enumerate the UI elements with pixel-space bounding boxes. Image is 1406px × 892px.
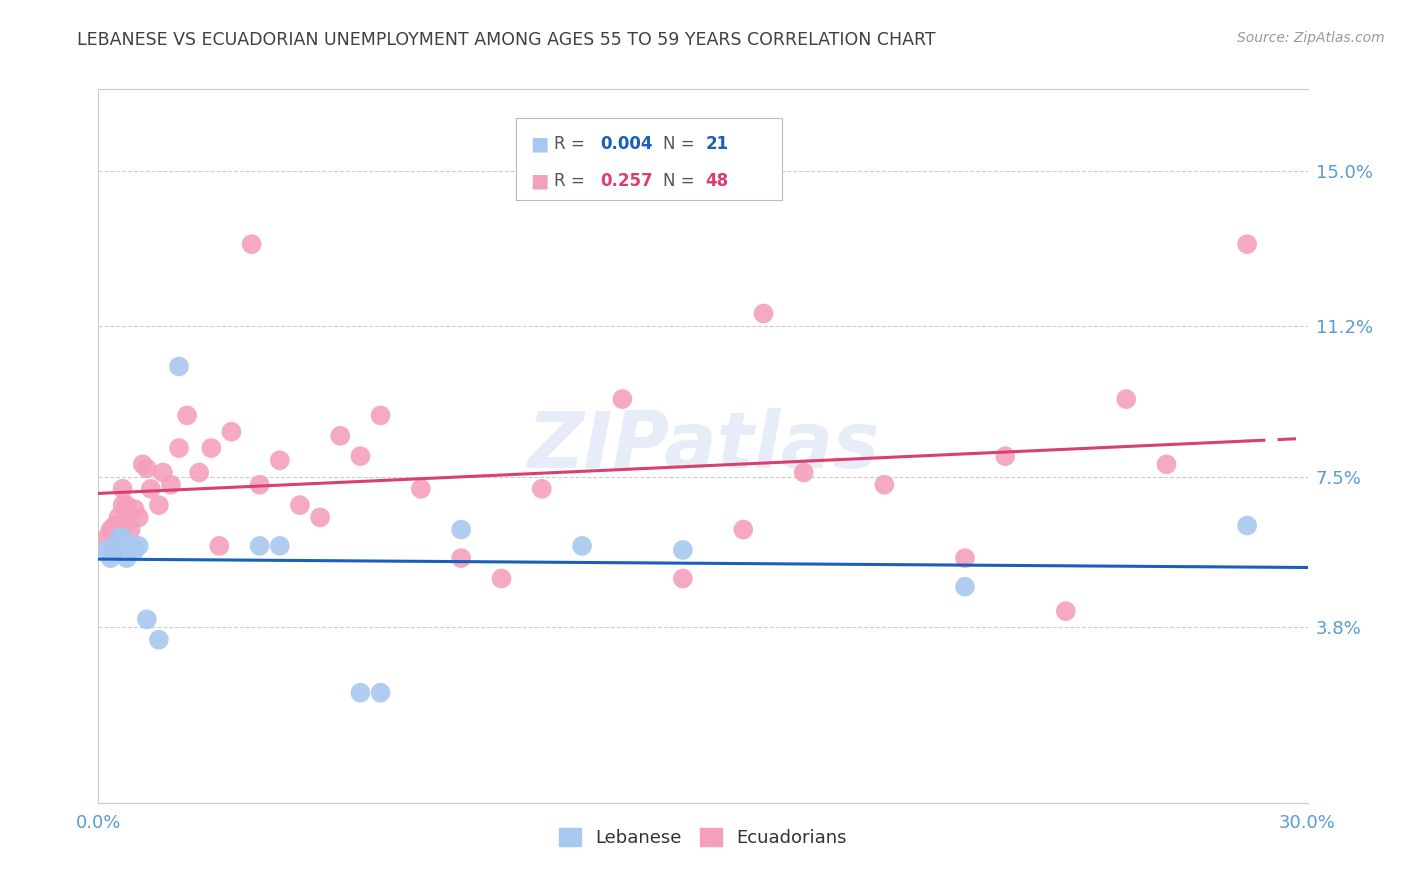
Point [221, 425, 243, 439]
Point [135, 612, 157, 626]
Point [120, 523, 142, 537]
Point [120, 539, 142, 553]
Point [128, 510, 150, 524]
Point [240, 237, 263, 252]
Point [160, 477, 183, 491]
Text: Source: ZipAtlas.com: Source: ZipAtlas.com [1237, 31, 1385, 45]
Point [115, 551, 138, 566]
Point [132, 458, 155, 472]
Point [409, 482, 432, 496]
Point [1236, 237, 1258, 252]
Point [752, 306, 775, 320]
Point [953, 580, 976, 594]
Point [269, 539, 291, 553]
Point [793, 466, 815, 480]
Point [103, 543, 125, 558]
Point [571, 539, 593, 553]
Text: N =: N = [664, 172, 700, 190]
Point [107, 531, 129, 545]
Point [167, 359, 190, 374]
Text: 21: 21 [706, 136, 728, 153]
Point [672, 572, 695, 586]
Point [115, 498, 138, 512]
Point [103, 543, 125, 558]
Point [733, 523, 755, 537]
Point [115, 515, 138, 529]
Point [450, 551, 472, 566]
Point [249, 539, 271, 553]
Point [672, 543, 695, 558]
Point [953, 551, 976, 566]
Text: ■: ■ [530, 135, 548, 153]
Point [1054, 604, 1077, 618]
Point [208, 539, 231, 553]
Point [111, 498, 134, 512]
Point [111, 531, 134, 545]
Point [269, 453, 291, 467]
Point [128, 539, 150, 553]
FancyBboxPatch shape [516, 118, 782, 200]
Point [200, 441, 222, 455]
Text: R =: R = [554, 172, 591, 190]
Text: N =: N = [664, 136, 700, 153]
Legend: Lebanese, Ecuadorians: Lebanese, Ecuadorians [553, 821, 853, 855]
Point [370, 686, 392, 700]
Point [450, 523, 472, 537]
Point [167, 441, 190, 455]
Point [349, 449, 371, 463]
Point [612, 392, 634, 406]
Point [309, 510, 332, 524]
Point [530, 482, 553, 496]
Point [152, 466, 174, 480]
Point [370, 409, 392, 423]
Point [249, 477, 271, 491]
Text: 48: 48 [706, 172, 728, 190]
Point [994, 449, 1017, 463]
Point [176, 409, 198, 423]
Point [288, 498, 311, 512]
Point [329, 429, 352, 443]
Point [1156, 458, 1178, 472]
Point [491, 572, 513, 586]
Point [873, 477, 896, 491]
Point [107, 510, 129, 524]
Point [96, 531, 118, 545]
Point [349, 686, 371, 700]
Point [148, 498, 170, 512]
Point [1236, 518, 1258, 533]
Point [148, 632, 170, 647]
Text: ■: ■ [530, 172, 548, 191]
Point [124, 502, 146, 516]
Text: LEBANESE VS ECUADORIAN UNEMPLOYMENT AMONG AGES 55 TO 59 YEARS CORRELATION CHART: LEBANESE VS ECUADORIAN UNEMPLOYMENT AMON… [77, 31, 936, 49]
Text: ZIPatlas: ZIPatlas [527, 408, 879, 484]
Text: R =: R = [554, 136, 591, 153]
Text: 0.257: 0.257 [600, 172, 652, 190]
Point [111, 482, 134, 496]
Point [96, 543, 118, 558]
Point [139, 482, 162, 496]
Point [100, 551, 122, 566]
Point [188, 466, 211, 480]
Point [100, 523, 122, 537]
Point [124, 543, 146, 558]
Text: 0.004: 0.004 [600, 136, 652, 153]
Point [103, 518, 125, 533]
Point [1115, 392, 1137, 406]
Point [135, 461, 157, 475]
